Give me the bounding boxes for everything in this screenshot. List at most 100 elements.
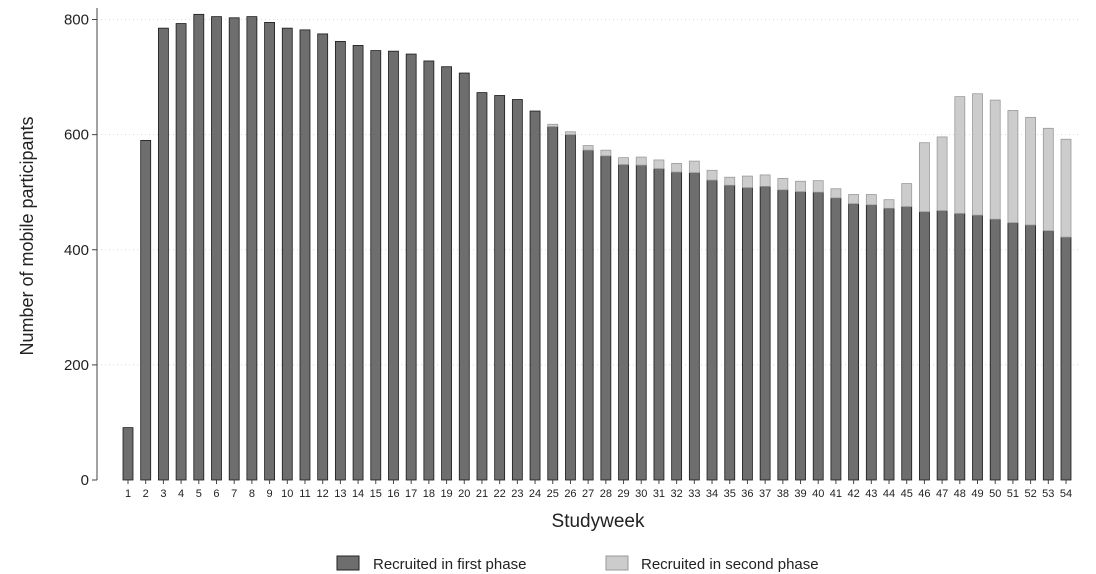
x-tick-label: 53 [1042, 488, 1054, 500]
bar-first-phase [423, 60, 435, 481]
x-tick-label: 6 [213, 488, 219, 500]
bar-second-phase [954, 96, 966, 214]
x-tick-label: 12 [317, 488, 329, 500]
bar-first-phase [1025, 224, 1037, 481]
legend-label-first-phase: Recruited in first phase [373, 556, 526, 573]
bar-second-phase [706, 169, 718, 181]
bar-first-phase [972, 214, 983, 481]
x-tick-label: 34 [706, 488, 718, 500]
bar-first-phase [317, 33, 329, 481]
bar-first-phase [370, 50, 382, 481]
bar-second-phase [901, 183, 913, 207]
bar-first-phase [600, 155, 612, 481]
bar-first-phase [140, 139, 152, 481]
bar-first-phase [565, 134, 576, 481]
y-tick-label: 200 [64, 357, 89, 374]
bar-first-phase [352, 45, 364, 481]
bar-second-phase [688, 160, 700, 174]
x-tick-label: 32 [671, 488, 683, 500]
x-tick-label: 7 [231, 488, 237, 500]
x-tick-label: 31 [653, 488, 665, 500]
x-tick-label: 45 [901, 488, 913, 500]
bar-first-phase [989, 218, 1001, 481]
x-tick-label: 1 [125, 488, 131, 500]
bar-second-phase [618, 157, 629, 165]
bar-second-phase [759, 174, 771, 187]
x-tick-label: 52 [1024, 488, 1036, 500]
x-axis-title: Studyweek [552, 511, 645, 532]
x-tick-label: 51 [1007, 488, 1019, 500]
bar-first-phase [865, 204, 877, 481]
x-tick-label: 5 [196, 488, 202, 500]
bar-first-phase [830, 197, 842, 481]
bar-first-phase [742, 187, 753, 481]
bar-second-phase [812, 180, 824, 193]
y-tick-label: 800 [64, 12, 89, 29]
bar-first-phase [405, 53, 417, 481]
bar-first-phase [334, 40, 346, 481]
bar-first-phase [671, 171, 683, 481]
bar-second-phase [724, 176, 736, 186]
x-tick-label: 44 [883, 488, 895, 500]
bar-first-phase [1007, 222, 1019, 481]
bar-first-phase [441, 66, 452, 481]
bar-second-phase [865, 194, 877, 206]
bar-second-phase [582, 145, 594, 151]
bar-first-phase [936, 210, 948, 481]
x-tick-label: 38 [777, 488, 789, 500]
legend: Recruited in first phase Recruited in se… [336, 555, 819, 573]
bar-first-phase [175, 23, 187, 481]
x-tick-label: 35 [724, 488, 736, 500]
bar-first-phase [883, 207, 895, 481]
bar-second-phase [547, 123, 559, 127]
y-tick-label: 600 [64, 127, 89, 144]
x-tick-label: 20 [458, 488, 470, 500]
x-tick-label: 43 [865, 488, 877, 500]
x-tick-label: 47 [936, 488, 948, 500]
bar-first-phase [388, 50, 399, 481]
x-tick-label: 29 [617, 488, 629, 500]
bar-second-phase [1042, 127, 1054, 232]
x-tick-label: 25 [547, 488, 559, 500]
bar-first-phase [901, 206, 913, 481]
bar-first-phase [476, 92, 488, 481]
bar-first-phase [458, 72, 470, 481]
x-tick-label: 54 [1060, 488, 1072, 500]
x-tick-label: 37 [759, 488, 771, 500]
y-ticks: 0 200 400 600 800 [64, 12, 97, 489]
bar-second-phase [635, 156, 647, 166]
legend-label-second-phase: Recruited in second phase [641, 556, 819, 573]
x-tick-label: 4 [178, 488, 184, 500]
bar-first-phase [618, 164, 629, 481]
bar-first-phase [706, 179, 718, 481]
bar-second-phase [653, 159, 665, 169]
x-tick-label: 19 [440, 488, 452, 500]
bar-first-phase [511, 99, 523, 481]
x-tick-label: 30 [635, 488, 647, 500]
bar-first-phase [281, 27, 293, 481]
bar-first-phase [1042, 230, 1054, 481]
x-tick-label: 16 [387, 488, 399, 500]
bar-second-phase [1025, 116, 1037, 226]
bar-first-phase [582, 149, 594, 481]
bar-second-phase [936, 136, 948, 212]
bar-second-phase [1060, 138, 1072, 238]
x-ticks: 1 2 3 4 5 6 7 8 9 10 11 12 13 14 15 16 17 18 19 20 21 22 23 24 2… [125, 480, 1072, 500]
bar-second-phase [671, 163, 683, 173]
y-tick-label: 400 [64, 242, 89, 259]
bar-first-phase [1060, 236, 1072, 481]
bar-second-phase [830, 188, 842, 199]
legend-swatch-first-phase [336, 555, 360, 571]
bar-first-phase [228, 17, 240, 481]
bar-first-phase [919, 211, 930, 481]
bar-first-phase [547, 126, 559, 481]
x-tick-label: 27 [582, 488, 594, 500]
bar-first-phase [954, 213, 966, 481]
x-tick-label: 10 [281, 488, 293, 500]
bar-first-phase [157, 27, 169, 481]
x-tick-label: 42 [847, 488, 859, 500]
x-tick-label: 46 [918, 488, 930, 500]
y-tick-label: 0 [81, 472, 89, 489]
bar-second-phase [989, 99, 1001, 220]
